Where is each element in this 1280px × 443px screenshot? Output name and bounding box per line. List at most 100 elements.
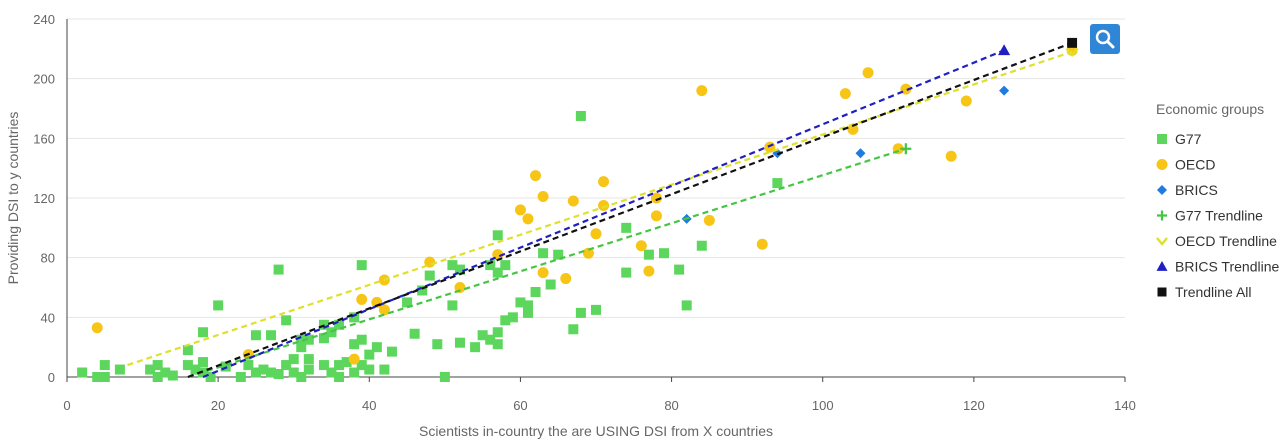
g77-point [341,357,352,368]
g77-point [288,367,299,378]
legend-item-g77[interactable]: G77 [1157,131,1202,147]
oecd-trendline-end-marker [1065,47,1079,57]
g77-point [575,110,586,121]
oecd-point [537,267,549,279]
g77-point [281,360,292,371]
g77-point [621,222,632,233]
legend-item-brics-trendline[interactable]: BRICS Trendline [1156,259,1280,275]
legend-label: Trendline All [1175,284,1252,300]
x-tick-label: 120 [963,398,985,413]
g77-point [243,360,254,371]
g77-point [772,178,783,189]
legend-item-oecd-trendline[interactable]: OECD Trendline [1156,233,1277,249]
legend[interactable]: Economic groups G77 OECD BRICS G77 Trendlin… [1156,101,1279,300]
g77-point [492,267,503,278]
oecd-point [839,88,851,100]
oecd-point [756,238,768,250]
oecd-point [945,150,957,162]
oecd-point [356,293,368,305]
g77-point [99,372,110,382]
g77-point [318,360,329,371]
legend-marker-brics [1157,185,1167,195]
g77-point [220,361,231,372]
brics-trendline-line [202,49,1005,379]
g77-point [190,364,201,375]
x-tick-label: 20 [211,398,225,413]
g77-trendline-line [187,147,907,379]
x-axis-ticks: 0 20 40 60 80 100 120 140 [63,377,1136,413]
g77-point [288,354,299,365]
g77-point [303,364,314,375]
g77-point [364,349,375,360]
g77-point [432,339,443,350]
g77-point [507,312,518,323]
g77-point [334,319,345,330]
g77-point [545,279,556,290]
legend-label: BRICS Trendline [1175,259,1279,275]
g77-point [273,369,284,380]
oecd-point [582,247,594,259]
series-g77-trendline [187,143,912,379]
x-tick-label: 40 [362,398,376,413]
g77-point [318,333,329,344]
oecd-point [847,123,859,135]
g77-point [334,372,345,382]
g77-point [356,260,367,271]
legend-label: OECD [1175,157,1215,173]
oecd-point [598,199,610,211]
x-tick-label: 80 [664,398,678,413]
legend-item-trendline-all[interactable]: Trendline All [1157,284,1252,300]
g77-point [235,372,246,382]
legend-item-g77-trendline[interactable]: G77 Trendline [1157,208,1263,224]
g77-point [152,360,163,371]
oecd-point [560,273,572,285]
g77-point [530,286,541,297]
legend-label: BRICS [1175,182,1218,198]
g77-point [591,304,601,315]
g77-trendline-end-marker [900,143,912,155]
oecd-point [598,176,610,188]
y-tick-label: 120 [33,191,55,206]
legend-label: OECD Trendline [1175,233,1277,249]
legend-item-oecd[interactable]: OECD [1156,157,1216,173]
g77-point [326,367,337,378]
series-g77 [77,110,783,382]
g77-point [659,248,670,259]
g77-point [198,357,209,368]
g77-point [379,364,390,375]
legend-marker-oecd [1156,159,1168,170]
y-tick-label: 200 [33,72,55,87]
g77-point [568,324,579,335]
g77-point [538,248,549,259]
g77-point [281,315,292,326]
legend-marker-trendline-all [1157,287,1167,297]
g77-point [334,360,345,371]
legend-marker-g77 [1157,134,1167,144]
y-axis-title: Providing DSI to y countries [5,112,21,285]
g77-point [643,249,654,260]
g77-point [522,300,533,311]
grid-lines [67,18,1125,318]
legend-marker-oecd-trendline [1156,237,1168,246]
g77-point [477,330,488,341]
oecd-point [643,265,655,277]
oecd-point [522,213,534,225]
y-axis-ticks: 0 40 80 120 160 200 240 [33,12,55,385]
g77-point [182,360,193,371]
g77-point [500,260,511,271]
x-axis-title: Scientists in-country the are USING DSI … [419,423,773,439]
oecd-point [703,214,715,226]
brics-point [999,85,1010,96]
legend-title: Economic groups [1156,101,1264,117]
legend-item-brics[interactable]: BRICS [1157,182,1218,198]
oecd-point [378,304,390,316]
g77-point [553,249,564,260]
zoom-button[interactable] [1090,24,1120,54]
g77-point [575,307,586,318]
g77-point [160,367,171,378]
g77-point [273,264,284,275]
x-tick-label: 140 [1114,398,1136,413]
y-tick-label: 0 [48,370,55,385]
g77-point [167,370,178,381]
legend-marker-g77-trendline [1157,210,1167,221]
